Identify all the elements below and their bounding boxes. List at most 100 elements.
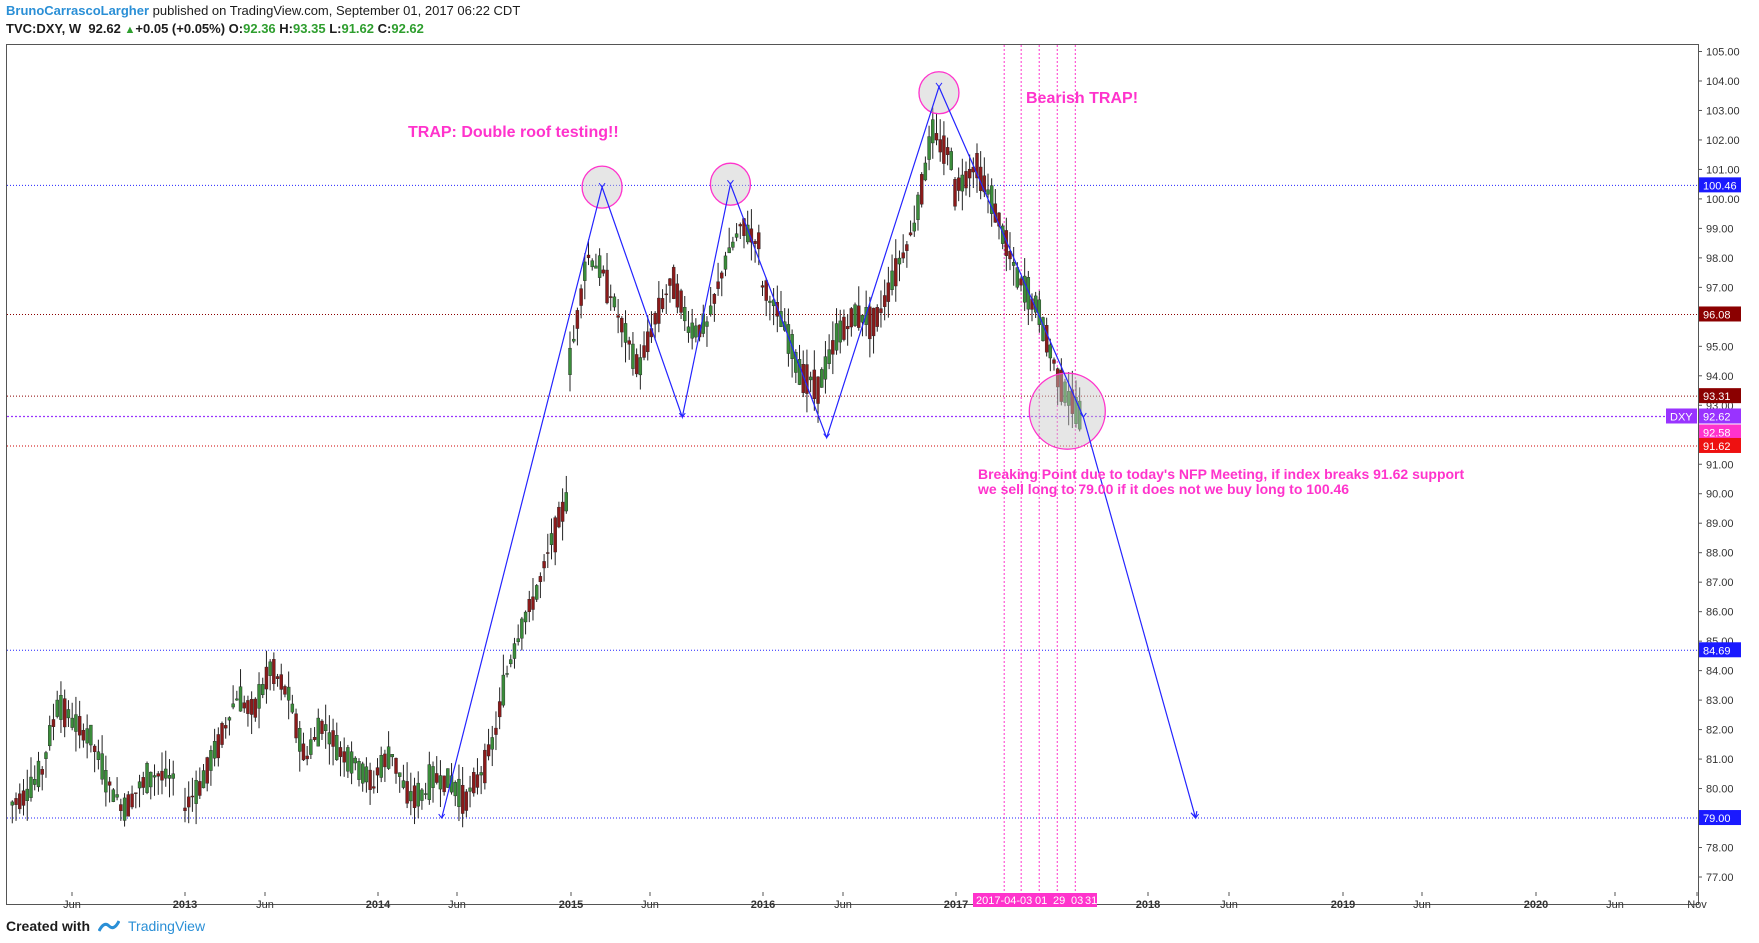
candle-body — [194, 780, 198, 804]
candles — [10, 107, 1082, 828]
candle-body — [96, 751, 101, 760]
candle-body — [25, 788, 29, 802]
price-tick-label: 94.00 — [1706, 371, 1734, 383]
candle-body — [734, 233, 739, 238]
pattern-vertex — [935, 82, 943, 88]
level-label-bg — [1699, 810, 1741, 826]
price-tick-label: 87.00 — [1706, 577, 1734, 589]
tradingview-brand-link[interactable]: TradingView — [128, 918, 206, 934]
candle-body — [279, 674, 283, 690]
level-label-bg — [1699, 408, 1741, 424]
candle-body — [960, 174, 965, 192]
candle-body — [875, 307, 879, 327]
candle-body — [823, 356, 828, 380]
publish-info: BrunoCarrascoLargher published on Tradin… — [6, 3, 520, 18]
candle-body — [705, 321, 709, 327]
candle-body — [871, 307, 876, 337]
candle-body — [879, 308, 883, 314]
candle-body — [386, 746, 391, 769]
candle-body — [18, 793, 22, 810]
candle-body — [520, 618, 524, 639]
candle-body — [894, 258, 898, 287]
candle-body — [77, 716, 82, 736]
candle-body — [253, 698, 258, 718]
candle-body — [242, 702, 246, 709]
candle-body — [119, 804, 123, 812]
candle-body — [916, 194, 920, 220]
candle-body — [141, 777, 145, 788]
footer: Created with TradingView — [6, 918, 205, 934]
price-tick-label: 105.00 — [1706, 47, 1740, 59]
candle-body — [183, 807, 187, 812]
candle-body — [727, 247, 731, 254]
candle-body — [708, 305, 713, 315]
time-axis[interactable]: Jun 2013 Jun 2014 Jun 2015 Jun 2016 Jun 2017 2018 J… — [63, 892, 1707, 911]
horizontal-levels — [7, 184, 1698, 819]
candle-body — [89, 724, 93, 746]
candle-body — [664, 293, 668, 296]
price-tick-label: 91.00 — [1706, 459, 1734, 471]
symbol-interval: TVC:DXY, W — [6, 21, 82, 36]
candle-body — [897, 257, 902, 265]
candle-body — [882, 295, 887, 307]
price-tick-label: 78.00 — [1706, 843, 1734, 855]
candle-body — [964, 171, 968, 189]
candle-body — [312, 737, 317, 740]
candle-body — [805, 364, 809, 394]
candle-body — [460, 785, 465, 814]
candle-body — [886, 282, 891, 302]
candle-body — [601, 269, 606, 274]
price-tick-label: 102.00 — [1706, 135, 1740, 147]
candle-body — [853, 304, 857, 326]
pattern-vertex — [727, 179, 734, 186]
candle-body — [224, 725, 228, 729]
time-tick-label: Jun — [448, 899, 466, 911]
price-axis[interactable]: 105.00 104.00 103.00 102.00 101.00 100.00 99.0… — [1698, 47, 1740, 885]
candle-body — [134, 792, 138, 794]
candle-body — [516, 638, 520, 643]
level-label-bg — [1699, 388, 1741, 404]
candle-body — [1037, 299, 1042, 325]
price-tick-label: 104.00 — [1706, 76, 1740, 88]
candle-body — [301, 743, 306, 761]
time-tick-label: 2018 — [1136, 899, 1160, 911]
low-label: L: — [329, 21, 342, 36]
candle-body — [849, 308, 854, 328]
candle-body — [1044, 325, 1049, 353]
high-value: 93.35 — [293, 21, 326, 36]
candle-body — [716, 281, 720, 289]
candle-body — [586, 254, 591, 259]
open-label: O: — [228, 21, 244, 36]
candle-body — [583, 261, 587, 281]
pattern-trendlines[interactable] — [438, 82, 1200, 820]
price-tick-label: 89.00 — [1706, 518, 1734, 530]
candle-body — [235, 698, 239, 701]
candle-body — [760, 285, 765, 288]
time-tick-label: 2019 — [1331, 899, 1355, 911]
symbol-tag: DXY — [1670, 411, 1693, 423]
circle-marker — [1028, 372, 1106, 450]
candle-body — [1008, 251, 1012, 260]
candle-body — [290, 703, 295, 713]
close-label: C: — [377, 21, 392, 36]
candle-body — [246, 700, 250, 714]
candle-body — [1052, 359, 1056, 364]
pattern-polyline[interactable] — [441, 85, 1197, 819]
candle-body — [309, 739, 313, 755]
candle-body — [905, 244, 909, 251]
candle-body — [753, 241, 757, 244]
pattern-vertex — [823, 433, 831, 439]
candle-body — [953, 179, 957, 207]
candle-body — [104, 770, 108, 793]
time-tick-label: Jun — [63, 899, 81, 911]
level-label-91.62: 91.62 — [1703, 441, 1731, 453]
price-tick-label: 95.00 — [1706, 341, 1734, 353]
candle-body — [412, 785, 417, 808]
price-tick-label: 83.00 — [1706, 695, 1734, 707]
time-range-date-label: 31 — [1085, 895, 1097, 907]
candle-body — [505, 673, 509, 675]
last-price: 92.62 — [88, 21, 121, 36]
author-link[interactable]: BrunoCarrascoLargher — [6, 3, 150, 18]
candle-body — [398, 772, 402, 777]
